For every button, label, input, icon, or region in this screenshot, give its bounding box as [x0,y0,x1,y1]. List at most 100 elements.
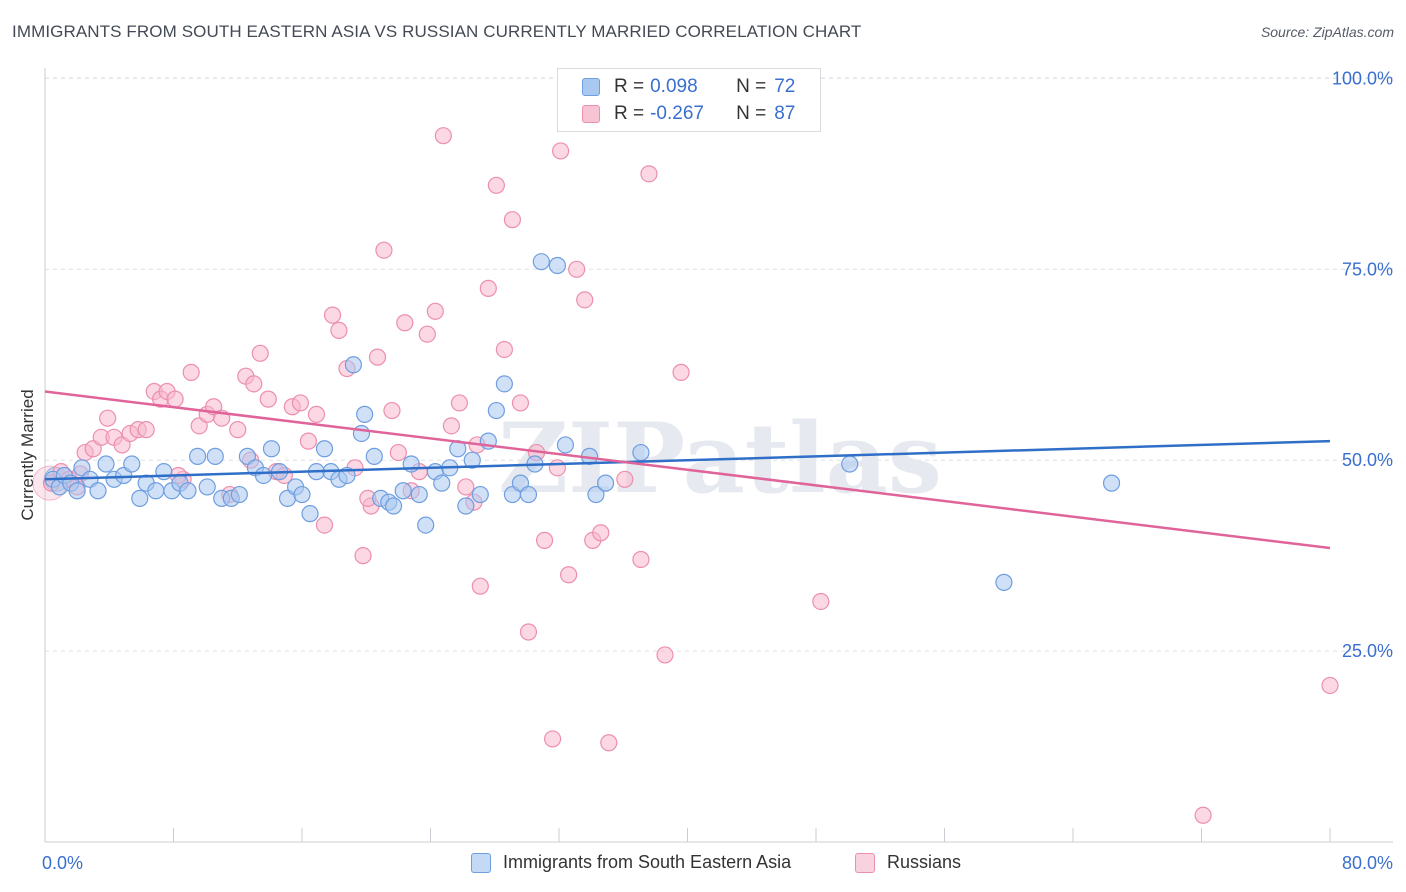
legend-label-russians: Russians [887,852,962,872]
pink-point [600,734,618,752]
pink-point [396,314,414,332]
blue-point [457,497,475,515]
y-tick-label: 75.0% [1342,259,1393,279]
pink-point [291,394,309,412]
blue-point [68,482,86,500]
legend-n-label: N = [736,103,767,124]
blue-point [384,497,403,515]
y-tick-label: 100.0% [1332,68,1393,88]
series-legend: Immigrants from South Eastern Asia Russi… [0,852,1406,876]
pink-point [323,306,342,324]
blue-point [230,485,248,504]
pink-point [543,730,562,748]
pink-point [251,344,269,362]
pink-point [632,550,650,569]
legend-swatch-pink [582,105,600,123]
legend-swatch-blue [582,78,600,96]
pink-point [450,394,469,412]
pink-point [552,142,570,160]
legend-r-label: R = [614,76,645,97]
blue-point [519,485,538,504]
pink-point [245,375,263,393]
pink-point [182,363,200,381]
blue-point [198,478,216,496]
legend-swatch-russians [855,852,875,873]
correlation-legend: R = 0.098 N = 72 R = -0.267 N = 87 [557,68,821,132]
blue-point [365,447,383,465]
pink-trend-line [44,390,1331,550]
blue-point [356,405,374,423]
pink-point [330,321,348,339]
blue-point [410,485,428,504]
pink-point [535,531,554,549]
legend-swatch-immigrants [471,852,491,873]
pink-point [576,291,594,309]
pink-point [592,524,610,542]
pink-point [368,348,387,366]
blue-point [293,485,311,504]
blue-point [532,253,550,271]
pink-point [616,470,634,488]
legend-n-label: N = [736,76,767,97]
blue-point [463,451,481,469]
blue-point [262,440,281,458]
blue-point [147,482,165,500]
y-tick-label: 25.0% [1342,641,1393,661]
pink-point [375,241,393,259]
pink-point [568,260,586,278]
pink-point [457,478,475,496]
blue-point [123,455,141,473]
blue-point [155,463,173,481]
legend-r-label: R = [614,103,645,124]
pink-point [503,211,522,229]
blue-point [97,455,115,473]
blue-point [556,436,575,454]
blue-point [344,356,362,374]
blue-point [1102,474,1121,492]
pink-point [137,421,155,439]
pink-point [259,390,277,408]
legend-row-pink: R = -0.267 N = 87 [582,102,795,126]
blue-point [632,443,650,462]
y-axis-label: Currently Married [18,389,37,521]
blue-point [495,375,513,393]
legend-item-immigrants[interactable]: Immigrants from South Eastern Asia [471,852,791,873]
blue-point [352,424,371,443]
blue-point [548,256,566,275]
blue-point [471,485,489,504]
source-label: Source: ZipAtlas.com [1260,24,1394,40]
pink-point [471,577,489,595]
pink-point [418,325,436,343]
x-tick-label: 80.0% [1342,853,1393,873]
legend-n-value: 72 [774,76,796,97]
pink-point [1194,806,1212,824]
pink-point [672,363,690,381]
legend-label-immigrants: Immigrants from South Eastern Asia [503,852,792,872]
pink-point [166,390,184,408]
blue-point [587,485,605,504]
pink-point [511,394,530,412]
pink-point [99,409,117,427]
blue-point [301,505,319,523]
pink-point [519,623,538,641]
blue-point [89,482,107,500]
legend-item-russians[interactable]: Russians [855,852,961,873]
pink-point [479,279,497,297]
blue-point [487,401,505,420]
blue-point [254,466,273,485]
blue-point [188,447,207,465]
pink-point [812,592,830,611]
pink-point [548,459,566,477]
pink-point [389,443,407,462]
pink-point [426,302,444,320]
blue-point [206,447,224,465]
pink-point [487,176,505,194]
blue-point [433,474,451,492]
blue-trend-line [44,439,1331,481]
blue-point [315,440,334,458]
chart-title: IMMIGRANTS FROM SOUTH EASTERN ASIA VS RU… [12,22,862,41]
blue-point [596,474,615,492]
pink-point [495,340,513,359]
pink-point [354,547,372,565]
pink-point [229,421,247,439]
